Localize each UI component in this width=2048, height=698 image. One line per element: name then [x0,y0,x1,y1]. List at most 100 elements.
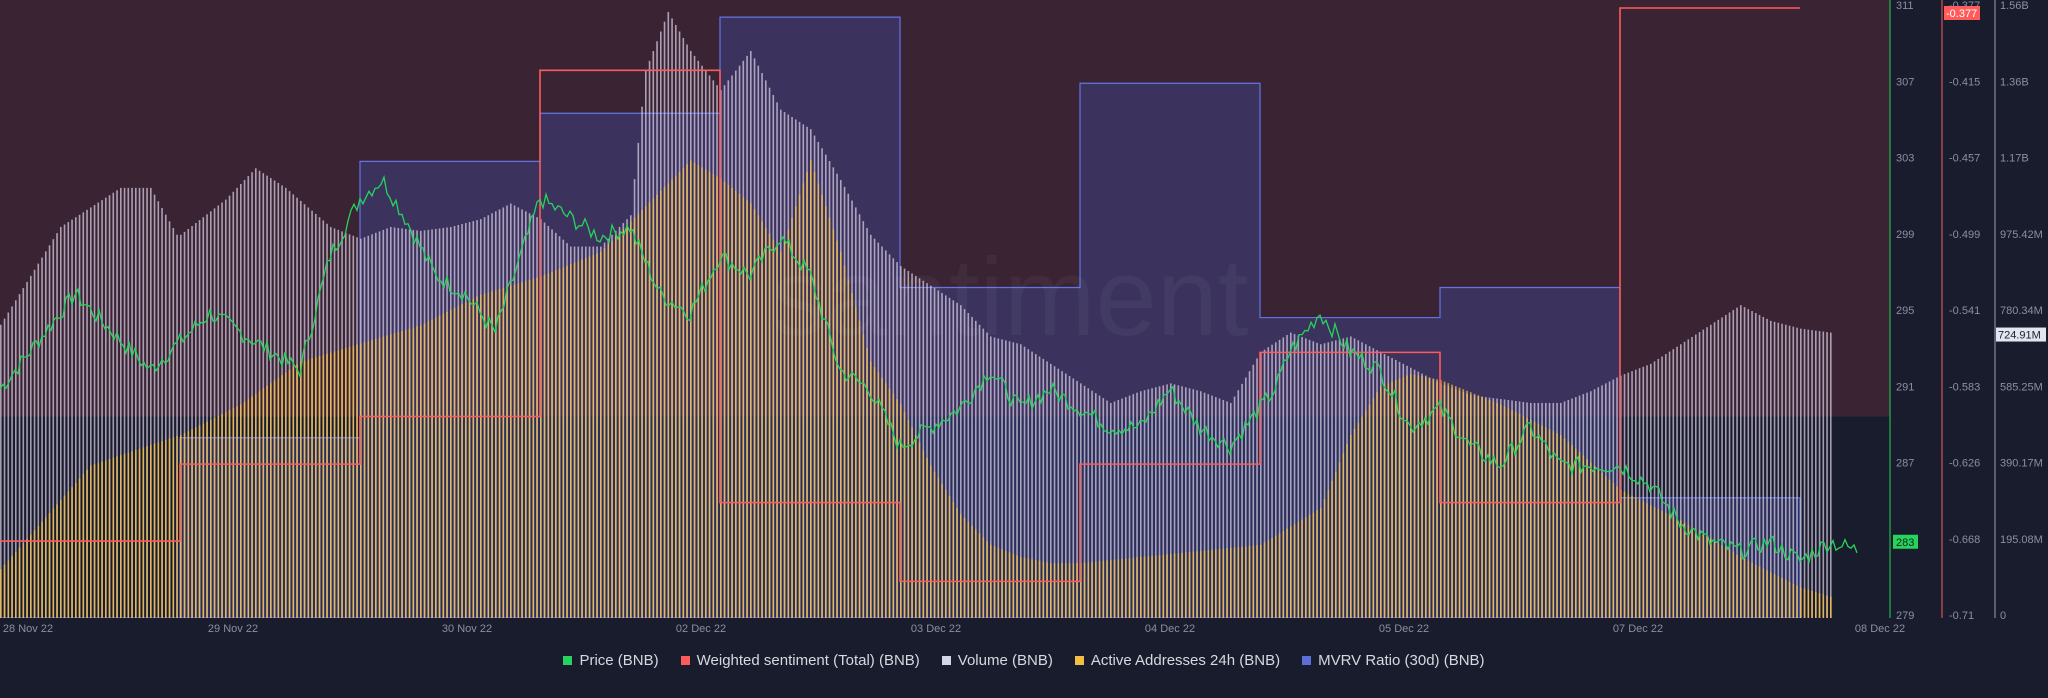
active-addresses-bar [1170,553,1172,618]
volume-bar [1807,329,1810,618]
active-addresses-bar [667,183,670,618]
active-addresses-bar [918,442,921,618]
volume-bar [11,306,13,618]
active-addresses-bar [1518,414,1521,618]
volume-bar [1233,396,1236,618]
active-addresses-bar [1185,552,1187,618]
active-addresses-bar [363,342,366,618]
volume-bar [1263,349,1266,618]
active-addresses-bar [423,323,426,618]
active-addresses-bar [1196,551,1198,618]
active-addresses-bar [543,274,546,618]
volume-bar [101,200,103,618]
active-addresses-bar [1507,408,1510,618]
volume-bar [90,207,92,618]
sentiment-line [0,7,1800,583]
active-addresses-bar [1792,583,1795,618]
active-addresses-bar [1582,455,1585,618]
volume-bar [67,222,70,618]
volume-bar [1770,320,1772,618]
active-addresses-bar [1365,410,1367,618]
volume-axis-tick: 975.42M [2000,229,2043,241]
active-addresses-bar [1556,433,1558,618]
active-addresses-bar [626,225,628,618]
active-addresses-bar [330,352,332,618]
active-addresses-bar [1695,529,1697,618]
active-addresses-bar [525,280,527,618]
volume-bar [1106,400,1108,618]
volume-bar [1177,385,1180,618]
volume-bar [1653,361,1656,618]
active-addresses-bar [656,194,658,618]
legend-label-mvrv: MVRV Ratio (30d) (BNB) [1318,652,1485,669]
legend-item-sentiment[interactable]: Weighted sentiment (Total) (BNB) [680,652,920,669]
active-addresses-bar [1095,561,1097,618]
volume-bar [1020,344,1022,618]
active-addresses-bar [753,209,756,618]
price-axis-tick: 287 [1896,458,1914,470]
volume-bar [206,214,208,618]
volume-bar [1147,389,1150,618]
active-addresses-bar [371,340,373,618]
active-addresses-bar [288,369,291,618]
active-addresses-bar [873,367,876,618]
active-addresses-bar [232,408,235,618]
active-addresses-bar [1278,533,1281,618]
active-addresses-bar [1593,465,1596,618]
active-addresses-bar [896,399,898,618]
active-addresses-bar [446,311,448,618]
active-addresses-bar [86,469,88,618]
volume-bar [1751,311,1753,618]
active-addresses-bar [1222,548,1225,618]
active-addresses-bar [1608,479,1611,618]
active-addresses-bar [510,285,512,618]
active-addresses-bar [1736,554,1738,618]
active-addresses-bar [596,253,598,618]
active-addresses-bar [1526,417,1528,618]
volume-bar [1826,332,1828,618]
active-addresses-bar [933,471,936,618]
active-addresses-bar [581,259,583,618]
active-addresses-bar [26,538,28,618]
active-addresses-bar [37,525,40,618]
legend-item-price[interactable]: Price (BNB) [563,652,659,669]
volume-bar [18,294,21,618]
price-axis-tick: 295 [1896,305,1914,317]
legend-item-volume[interactable]: Volume (BNB) [941,652,1053,669]
volume-bar [1755,313,1757,618]
price-line [0,174,1858,565]
active-addresses-bar [1076,563,1078,618]
volume-current-badge [1996,327,2046,342]
active-addresses-bar [1023,557,1026,618]
volume-bar [30,275,32,618]
volume-axis-tick: 1.36B [2000,76,2029,88]
active-addresses-bar [296,364,298,618]
volume-bar [1241,383,1243,618]
volume-axis-tick: 780.34M [2000,305,2043,317]
volume-bar [97,202,100,618]
active-addresses-bar [513,284,516,618]
volume-bar [1766,318,1768,618]
volume-bar [956,302,958,618]
active-addresses-bar [360,343,362,618]
active-addresses-bar [1560,435,1562,618]
active-addresses-bar [1485,398,1487,618]
active-addresses-bar [1252,545,1255,618]
active-addresses-bar [101,461,103,618]
active-addresses-bar [1331,480,1333,618]
active-addresses-bar [1470,392,1472,618]
active-addresses-bar [11,556,13,618]
active-addresses-bar [1035,560,1037,618]
active-addresses-bar [1443,381,1446,618]
active-addresses-bar [948,496,951,618]
legend-item-active[interactable]: Active Addresses 24h (BNB) [1074,652,1280,669]
active-addresses-bar [1545,427,1547,618]
active-addresses-bar [498,288,501,618]
active-addresses-bar [176,435,178,618]
volume-bar [1297,335,1300,618]
active-addresses-bar [292,367,295,618]
legend-item-mvrv[interactable]: MVRV Ratio (30d) (BNB) [1302,652,1485,669]
active-addresses-bar [1192,551,1195,618]
volume-bar [187,228,190,618]
volume-bar [1098,395,1101,618]
